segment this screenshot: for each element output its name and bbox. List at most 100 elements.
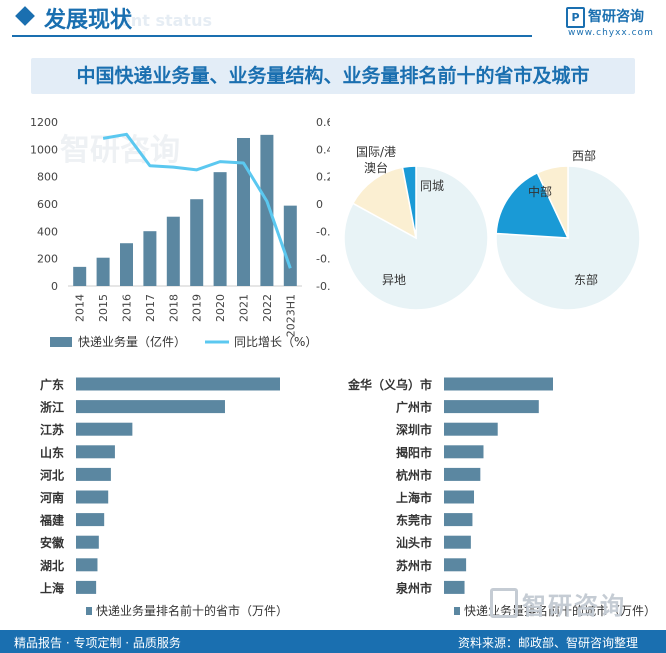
y-tick-left: 400 xyxy=(37,225,58,238)
pie-slice xyxy=(536,165,569,239)
x-tick-label: 2014 xyxy=(74,294,87,322)
category-label: 广东 xyxy=(40,377,64,392)
legend-label: 快递业务量排名前十的城市（万件） xyxy=(464,603,656,618)
brand-url: www.chyxx.com xyxy=(568,28,654,38)
x-tick-label: 2022 xyxy=(261,294,274,322)
watermark-text: 智研咨询 xyxy=(60,133,180,168)
category-label: 杭州市 xyxy=(396,467,432,482)
legend-label: 快递业务量排名前十的省市（万件） xyxy=(96,603,288,618)
volume-bar xyxy=(120,243,133,286)
y-tick-left: 600 xyxy=(37,198,58,211)
rank-bar xyxy=(76,558,98,572)
pie-slice xyxy=(351,166,418,240)
y-tick-left: 200 xyxy=(37,253,58,266)
pie-slice-label: 中部 xyxy=(528,184,552,199)
rank-bar xyxy=(76,535,99,549)
rank-bar xyxy=(444,422,498,436)
y-tick-left: 1000 xyxy=(30,143,58,156)
pie-slice xyxy=(495,171,570,239)
brand-name: 智研咨询 xyxy=(588,9,644,25)
volume-bar xyxy=(213,172,227,286)
volume-bar xyxy=(96,257,110,286)
rank-bar xyxy=(444,467,481,481)
category-label: 苏州市 xyxy=(396,558,432,573)
category-label: 山东 xyxy=(40,445,64,460)
pie-slice xyxy=(401,165,417,239)
category-label: 福建 xyxy=(39,513,65,528)
chart-banner xyxy=(31,58,635,94)
footer-source: 资料来源：邮政部、智研咨询整理 xyxy=(458,636,639,650)
legend-bar-swatch xyxy=(50,337,72,347)
footer-slogan: 精品报告 · 专项定制 · 品质服务 xyxy=(14,636,181,650)
x-tick-label: 2018 xyxy=(167,294,180,322)
y-tick-right: 0 xyxy=(316,198,323,211)
chart-banner-title: 中国快递业务量、业务量结构、业务量排名前十的省市及城市 xyxy=(76,65,590,87)
category-label: 泉州市 xyxy=(396,580,432,595)
volume-bar xyxy=(283,205,297,286)
category-label: 江苏 xyxy=(40,422,64,437)
watermark-logo-icon xyxy=(490,588,518,618)
rank-bar xyxy=(444,490,475,504)
x-tick-label: 2020 xyxy=(214,294,227,322)
y-tick-left: 0 xyxy=(51,280,58,293)
header-subtitle-en: ent status xyxy=(120,11,212,30)
category-label: 东莞市 xyxy=(396,513,432,528)
category-label: 上海 xyxy=(40,580,64,595)
x-tick-label: 2023H1 xyxy=(284,294,297,337)
rank-bar xyxy=(444,400,539,414)
rank-bar xyxy=(444,445,484,459)
rank-bar xyxy=(76,467,111,481)
region-pie: 东部 中部 西部 xyxy=(495,148,641,310)
y-tick-left: 800 xyxy=(37,171,58,184)
pie-slice-label: 异地 xyxy=(382,273,406,287)
category-label: 浙江 xyxy=(40,400,64,415)
rank-bar xyxy=(444,580,465,594)
pie-slice xyxy=(343,165,489,310)
category-label: 金华（义乌）市 xyxy=(347,377,432,392)
rank-bar xyxy=(76,377,280,391)
y-tick-right: 0.6 xyxy=(316,116,330,129)
volume-growth-chart: 智研咨询 0 200 400 600 800 1000 1200 -0.6 -0.4 -0.2 0… xyxy=(30,116,330,349)
y-tick-right: 0.4 xyxy=(316,143,330,156)
category-label: 湖北 xyxy=(40,558,64,573)
category-label: 广州市 xyxy=(396,400,432,415)
category-label: 汕头市 xyxy=(396,535,432,550)
volume-bar xyxy=(237,137,250,286)
pie-slice-label: 东部 xyxy=(574,272,598,287)
x-tick-label: 2017 xyxy=(144,294,157,322)
growth-line xyxy=(102,132,292,269)
rank-bar xyxy=(444,558,467,572)
header-divider xyxy=(12,35,532,37)
rank-bar xyxy=(444,377,553,391)
y-tick-right: -0.2 xyxy=(316,225,330,238)
volume-bar xyxy=(143,231,157,286)
rank-bar xyxy=(76,422,133,436)
x-tick-label: 2019 xyxy=(191,294,204,322)
rank-bar xyxy=(76,400,225,414)
x-tick-label: 2016 xyxy=(121,294,134,322)
legend-swatch xyxy=(454,607,460,615)
delivery-type-pie: 异地 同城 国际/港澳台 xyxy=(343,145,489,310)
volume-bar xyxy=(166,216,180,286)
y-tick-right: -0.6 xyxy=(316,280,330,293)
x-tick-label: 2015 xyxy=(97,294,110,322)
rank-bar xyxy=(76,580,97,594)
y-tick-left: 1200 xyxy=(30,116,58,129)
legend-bar-label: 快递业务量（亿件） xyxy=(78,334,186,349)
header-diamond-icon xyxy=(15,6,35,26)
category-label: 揭阳市 xyxy=(396,445,432,460)
legend-swatch xyxy=(86,607,92,615)
rank-bar xyxy=(76,513,105,527)
x-tick-label: 2021 xyxy=(238,294,251,322)
volume-bar xyxy=(73,266,87,286)
category-label: 安徽 xyxy=(40,535,65,550)
city-rank-chart: 金华（义乌）市广州市深圳市揭阳市杭州市上海市东莞市汕头市苏州市泉州市快递业务量排… xyxy=(347,377,656,618)
pie-slice-label: 国际/港澳台 xyxy=(356,145,396,175)
pie-slice-label: 西部 xyxy=(572,148,596,163)
category-label: 上海市 xyxy=(396,490,432,505)
rank-bar xyxy=(76,445,115,459)
legend-line-label: 同比增长（%） xyxy=(234,335,317,349)
watermark-bottom: 智研咨询 xyxy=(522,592,626,620)
page-title: 发展现状 xyxy=(44,8,133,33)
